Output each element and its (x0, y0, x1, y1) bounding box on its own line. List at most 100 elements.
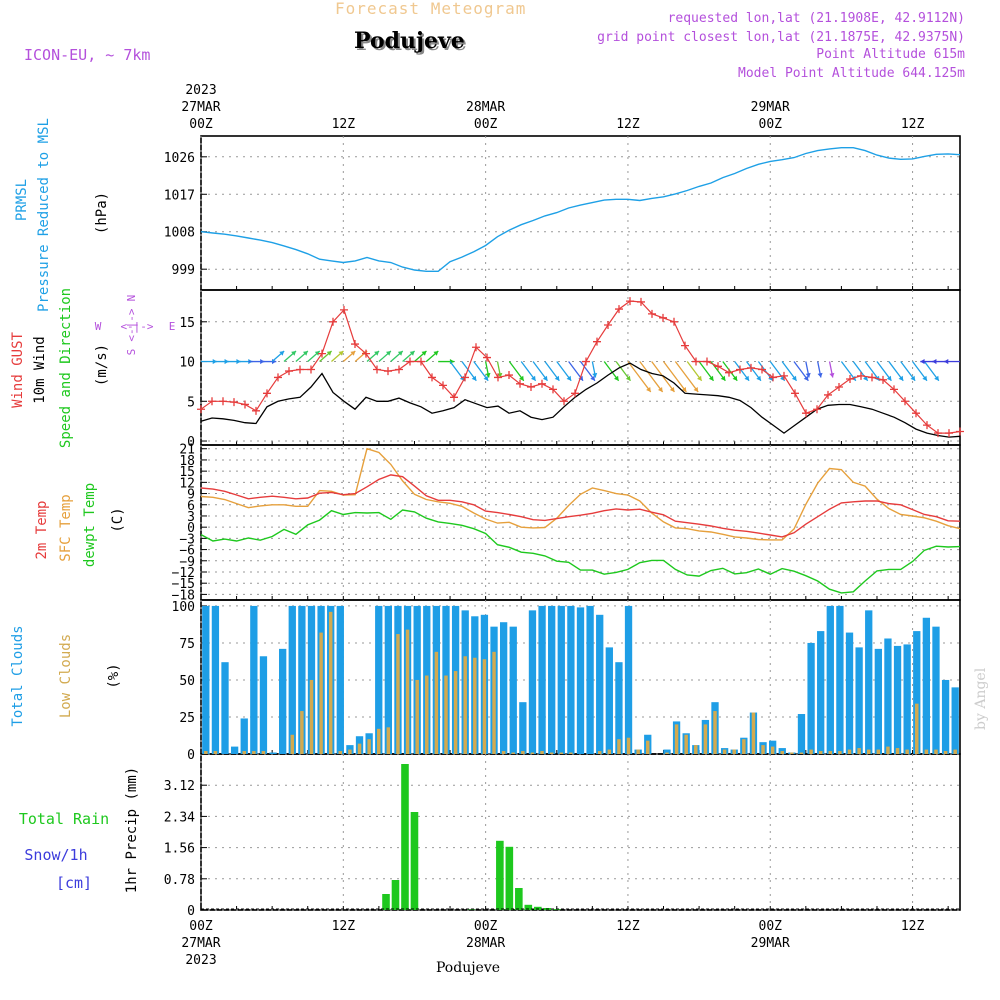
top-time-label: 00Z (189, 117, 213, 132)
wind-arrow-head (279, 350, 285, 356)
low-cloud-bar (674, 724, 679, 754)
product-title: Forecast Meteogram (335, 0, 526, 18)
low-cloud-bar (876, 749, 881, 754)
wind-arrow-head (817, 372, 823, 378)
low-cloud-bar (722, 749, 727, 754)
gust-marker (703, 357, 711, 366)
y-tick-label: 100 (172, 600, 195, 615)
wind-arrow-head (920, 358, 925, 365)
total-cloud-bar (951, 687, 959, 754)
low-cloud-bar (684, 734, 688, 754)
low-cloud-bar (261, 751, 266, 754)
wind-arrow-head (530, 375, 536, 381)
gust-marker (483, 353, 491, 362)
low-cloud-bar (886, 746, 890, 754)
wind-arrow-head (910, 375, 916, 381)
wind-arrow-head (720, 375, 726, 381)
wind-arrow (651, 361, 675, 393)
wind-arrow-head (791, 375, 797, 381)
bottom-time-label: 00Z (474, 919, 498, 934)
pressure-label-short: PRMSL (14, 179, 30, 221)
gust-marker (362, 349, 370, 358)
wind-arrow-head (485, 372, 491, 378)
wind-arrow-head (681, 386, 687, 392)
wind-arrow-head (338, 350, 344, 356)
bottom-time-label: 00Z (189, 919, 213, 934)
wind-arrow-head (314, 350, 320, 356)
low-cloud-bar (838, 751, 842, 754)
top-time-label: 12Z (616, 117, 640, 132)
wind-label: 10m Wind (32, 336, 48, 403)
total-cloud-bar (576, 607, 585, 754)
rain-bar (505, 846, 514, 910)
wind-arrow-head (566, 375, 572, 381)
y-tick-label: 0 (187, 435, 195, 450)
rain-label: Total Rain (19, 810, 109, 828)
low-cloud-bar (415, 679, 419, 754)
low-cloud-bar (761, 745, 765, 754)
total-cloud-bar (586, 605, 594, 754)
y-tick-label: 75 (179, 637, 195, 652)
wind-arrow-head (693, 386, 699, 392)
wind-arrow-head (829, 372, 835, 378)
gust-marker (318, 349, 326, 358)
sfc-temp-label: SFC Temp (58, 494, 74, 561)
low-cloud-bar (252, 751, 256, 754)
gust-marker (472, 343, 480, 352)
wind-speed-line (200, 362, 961, 438)
y-tick-label: −18 (172, 588, 195, 603)
total-cloud-bar (384, 605, 392, 754)
wind-arrow (674, 361, 699, 393)
wind-arrow-head (934, 375, 939, 381)
total-cloud-bar (230, 746, 239, 754)
compass-s: S (125, 349, 138, 356)
y-tick-label: 999 (172, 263, 195, 278)
wind-arrow (627, 361, 652, 393)
gust-marker (263, 389, 271, 398)
top-time-label: 2023 (185, 83, 216, 98)
total-cloud-bar (893, 645, 902, 754)
low-cloud-bar (703, 724, 708, 754)
low-cloud-bar (242, 751, 246, 754)
total-cloud-bar (624, 605, 633, 754)
low-cloud-bar (866, 749, 871, 754)
wind-arrow-head (708, 375, 714, 381)
low-cloud-bar (396, 634, 400, 754)
y-tick-label: −3 (179, 532, 195, 547)
gust-marker (923, 421, 931, 430)
gust-marker (593, 337, 601, 346)
total-cloud-bar (279, 648, 287, 754)
gust-marker (527, 382, 535, 391)
compass-e: E (169, 320, 176, 333)
wind-arrow-head (483, 375, 489, 381)
y-tick-label: 1017 (164, 188, 195, 203)
total-cloud-bar (874, 648, 882, 754)
y-tick-label: −15 (172, 577, 195, 592)
low-cloud-bar (473, 657, 477, 754)
wind-arrow-head (805, 372, 811, 378)
y-tick-label: 6 (187, 499, 195, 514)
gust-marker (197, 405, 205, 414)
gust-marker (307, 365, 315, 374)
bottom-time-label: 12Z (901, 919, 925, 934)
low-cloud-bar (319, 632, 323, 754)
low-cloud-bar (847, 749, 852, 754)
y-tick-label: 15 (179, 316, 195, 331)
total-cloud-bar (509, 626, 517, 754)
low-cloud-bar (713, 711, 717, 754)
low-cloud-bar (742, 739, 746, 754)
low-cloud-bar (501, 751, 506, 754)
total-cloud-bar (596, 614, 604, 754)
wind-arrow-head (669, 386, 675, 392)
sfc-temp-line (200, 447, 961, 541)
y-tick-label: 0 (187, 748, 195, 763)
gust-marker (439, 381, 447, 390)
total-cloud-bar (269, 752, 277, 754)
pressure-label-long: Pressure Reduced to MSL (36, 118, 52, 312)
y-tick-label: 10 (179, 356, 195, 371)
low-cloud-bar (213, 751, 218, 754)
wind-arrow-head (732, 375, 738, 381)
wind-arrow-head (697, 375, 702, 381)
gust-marker (868, 373, 876, 382)
wind-arrow-head (433, 350, 439, 356)
